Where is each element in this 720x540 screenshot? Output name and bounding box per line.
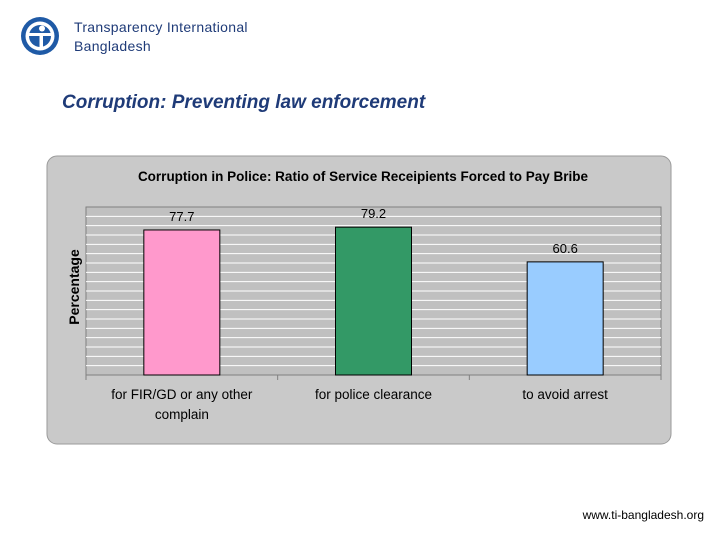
category-label: complain — [155, 407, 209, 422]
footer-url: www.ti-bangladesh.org — [582, 508, 704, 522]
bar — [526, 261, 604, 376]
y-axis-label: Percentage — [66, 249, 82, 325]
bar — [335, 226, 412, 376]
ti-logo-icon — [21, 17, 59, 55]
organization-name-line-1: Transparency International — [74, 19, 248, 35]
data-label: 60.6 — [553, 241, 578, 256]
organization-name: Transparency International Bangladesh — [74, 18, 248, 56]
bar-chart: Corruption in Police: Ratio of Service R… — [46, 155, 672, 445]
bar — [143, 229, 221, 376]
category-label: for police clearance — [315, 387, 432, 402]
chart-title: Corruption in Police: Ratio of Service R… — [138, 169, 589, 184]
organization-name-line-2: Bangladesh — [74, 38, 151, 54]
data-label: 79.2 — [361, 206, 386, 221]
data-label: 77.7 — [169, 209, 194, 224]
category-label: to avoid arrest — [522, 387, 608, 402]
slide-title: Corruption: Preventing law enforcement — [62, 92, 426, 113]
category-label: for FIR/GD or any other — [111, 387, 253, 402]
